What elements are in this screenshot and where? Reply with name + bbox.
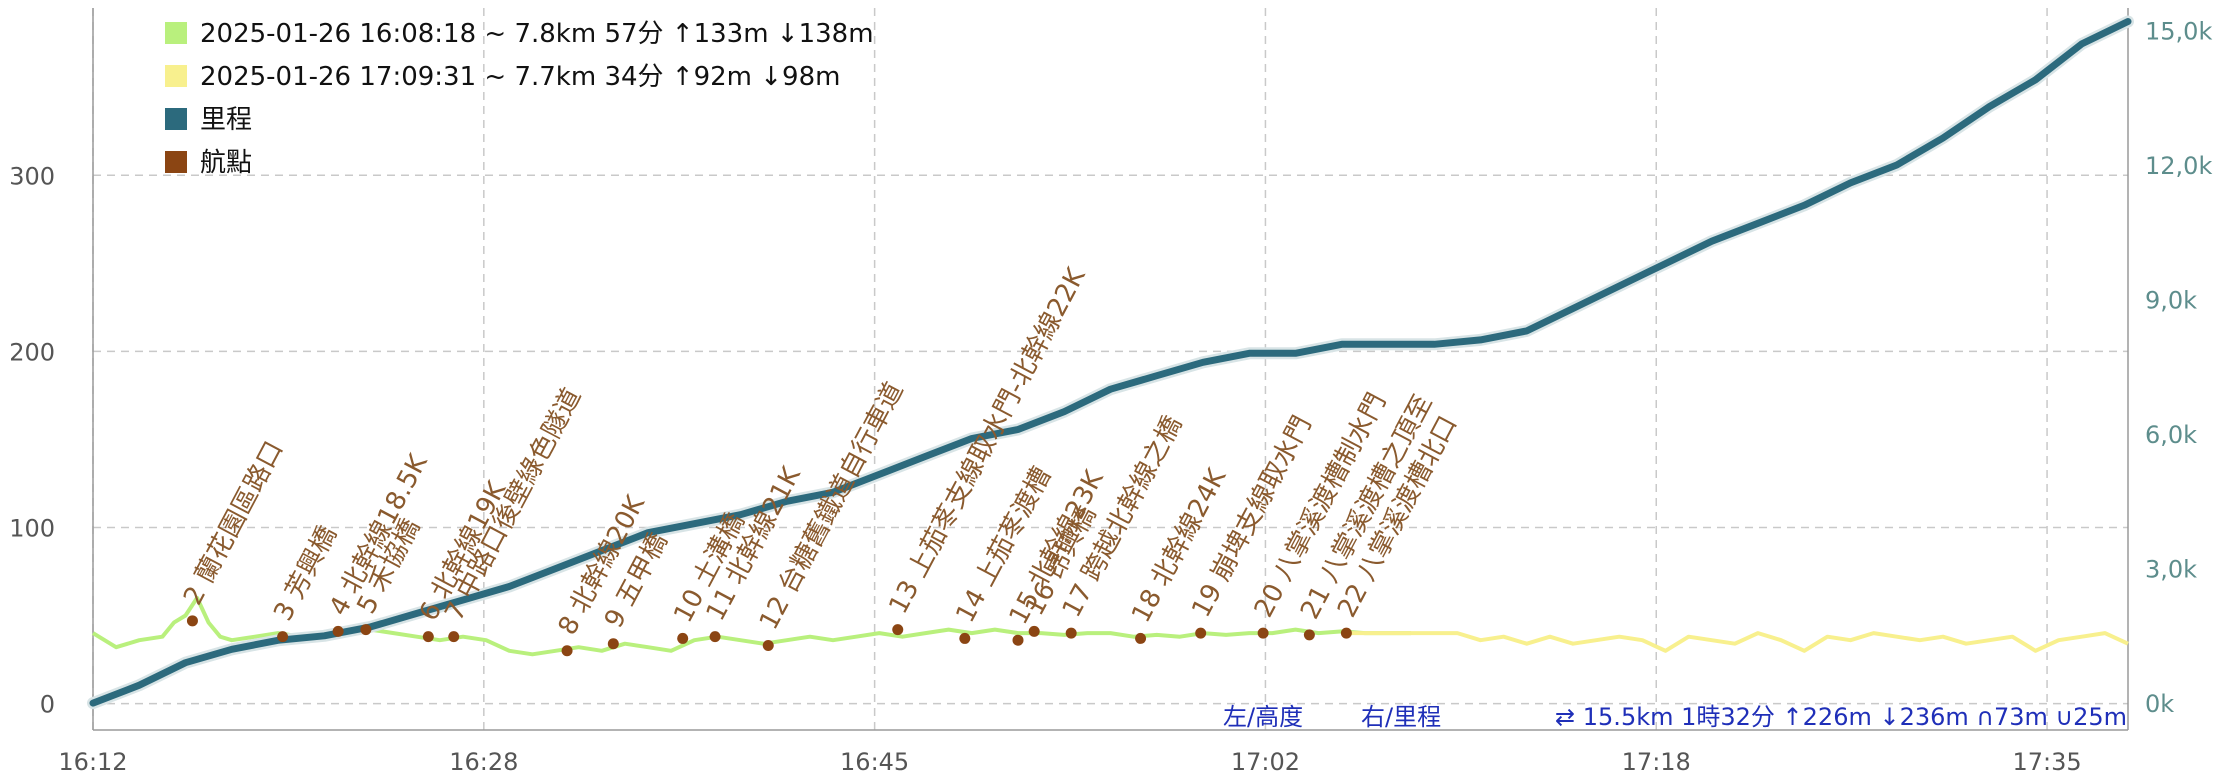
waypoint-marker[interactable] [709,631,721,643]
elevation-line-track-2 [1341,631,2129,653]
legend-label[interactable]: 2025-01-26 16:08:18 ~ 7.8km 57分 ↑133m ↓1… [200,19,874,49]
series-layer [87,15,2134,710]
legend-swatch [165,65,187,87]
waypoint-marker[interactable] [186,615,198,627]
waypoint-marker[interactable] [1257,627,1269,639]
y-left-tick-label: 0 [40,691,55,719]
x-tick-label: 17:02 [1231,748,1300,776]
legend-label[interactable]: 2025-01-26 17:09:31 ~ 7.7km 34分 ↑92m ↓98… [200,62,840,92]
mileage-line-halo [87,15,2134,710]
y-left-tick-label: 300 [9,162,55,190]
waypoint-marker[interactable] [607,638,619,650]
y-right-tick-label: 0k [2145,690,2174,718]
waypoint-marker[interactable] [360,624,372,636]
y-right-tick-label: 15,0k [2145,17,2212,45]
legend-label[interactable]: 里程 [200,105,252,135]
waypoint-marker[interactable] [762,639,774,651]
waypoint-marker[interactable] [1065,627,1077,639]
waypoint-marker[interactable] [1028,625,1040,637]
legend-swatch [165,151,187,173]
waypoint-marker[interactable] [1340,627,1352,639]
y-left-tick-label: 100 [9,514,55,542]
waypoint-marker[interactable] [422,631,434,643]
y-left-tick-label: 200 [9,338,55,366]
x-tick-label: 16:45 [840,748,909,776]
y-axis-left: 0 100 200 300 [9,8,94,730]
legend-label[interactable]: 航點 [200,148,252,178]
y-axis-right: 0k 3,0k 6,0k 9,0k 12,0k 15,0k [2127,8,2212,730]
left-axis-note: 左/高度 [1223,703,1303,731]
legend-swatch [165,22,187,44]
waypoint-marker[interactable] [959,632,971,644]
waypoint-marker[interactable] [677,632,689,644]
x-tick-label: 16:28 [449,748,518,776]
waypoint-marker[interactable] [892,624,904,636]
waypoint-marker[interactable] [448,631,460,643]
waypoint-marker[interactable] [1303,629,1315,641]
y-right-tick-label: 6,0k [2145,421,2197,449]
y-right-tick-label: 3,0k [2145,556,2197,584]
mileage-line [89,18,2132,707]
x-tick-label: 17:18 [1622,748,1691,776]
x-tick-label: 16:12 [58,748,127,776]
legend[interactable]: 2025-01-26 16:08:18 ~ 7.8km 57分 ↑133m ↓1… [165,19,874,178]
right-axis-note: 右/里程 [1361,703,1441,731]
x-tick-label: 17:35 [2012,748,2081,776]
waypoint-marker[interactable] [561,645,573,657]
chart-footer: 左/高度 右/里程 ⇄ 15.5km 1時32分 ↑226m ↓236m ∩73… [1223,703,2127,731]
y-right-tick-label: 9,0k [2145,286,2197,314]
waypoint-marker[interactable] [1012,634,1024,646]
waypoint-marker[interactable] [1195,627,1207,639]
waypoint-label: 2 蘭花園區路口 [178,436,289,610]
x-axis: 16:12 16:28 16:45 17:02 17:18 17:35 [58,729,2128,776]
waypoint-marker[interactable] [1135,632,1147,644]
waypoint-marker[interactable] [277,631,289,643]
grid-layer [92,8,2128,730]
y-right-tick-label: 12,0k [2145,152,2212,180]
waypoint-marker[interactable] [332,625,344,637]
legend-swatch [165,108,187,130]
summary-stats: ⇄ 15.5km 1時32分 ↑226m ↓236m ∩73m ∪25m [1555,703,2127,731]
